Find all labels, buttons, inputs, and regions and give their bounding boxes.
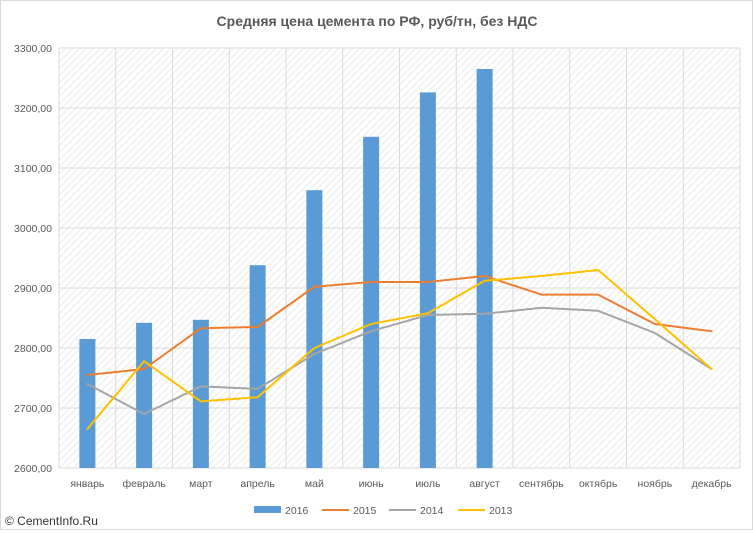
x-tick-label: февраль (122, 478, 166, 490)
legend-label-2016: 2016 (285, 505, 309, 517)
chart-title: Средняя цена цемента по РФ, руб/тн, без … (217, 13, 538, 29)
x-tick-label: апрель (240, 478, 275, 490)
bar-2016 (306, 190, 323, 468)
bar-2016 (419, 92, 436, 469)
y-tick-label: 2900,00 (14, 283, 52, 295)
x-tick-label: январь (70, 478, 105, 490)
y-tick-label: 3200,00 (14, 103, 52, 115)
line-series-2015 (86, 275, 713, 376)
x-tick-label: ноябрь (638, 478, 673, 490)
x-tick-label: июль (415, 478, 441, 490)
x-tick-label: июнь (359, 478, 385, 490)
x-tick-label: декабрь (692, 478, 732, 490)
line-series-2013 (86, 269, 713, 430)
legend-label-2013: 2013 (489, 505, 513, 517)
legend-label-2014: 2014 (420, 505, 444, 517)
watermark-text: © CementInfo.Ru (5, 514, 98, 528)
y-tick-label: 2700,00 (14, 403, 52, 415)
y-tick-label: 2800,00 (14, 343, 52, 355)
legend-label-2015: 2015 (353, 505, 377, 517)
bar-2016 (249, 265, 266, 468)
y-tick-label: 3000,00 (14, 223, 52, 235)
bar-2016 (79, 339, 96, 468)
bar-2016 (363, 136, 380, 469)
x-tick-label: август (469, 478, 500, 490)
bar-2016 (136, 322, 153, 468)
bar-2016 (192, 319, 209, 468)
x-tick-label: сентябрь (519, 478, 564, 490)
x-tick-label: март (189, 478, 213, 490)
x-tick-label: май (305, 478, 324, 490)
y-tick-label: 2600,00 (14, 463, 52, 475)
x-tick-label: октябрь (579, 478, 618, 490)
y-tick-label: 3100,00 (14, 163, 52, 175)
legend-swatch-2016 (254, 506, 281, 513)
y-tick-label: 3300,00 (14, 43, 52, 55)
line-series-2014 (86, 306, 713, 415)
bar-2016 (476, 69, 493, 468)
